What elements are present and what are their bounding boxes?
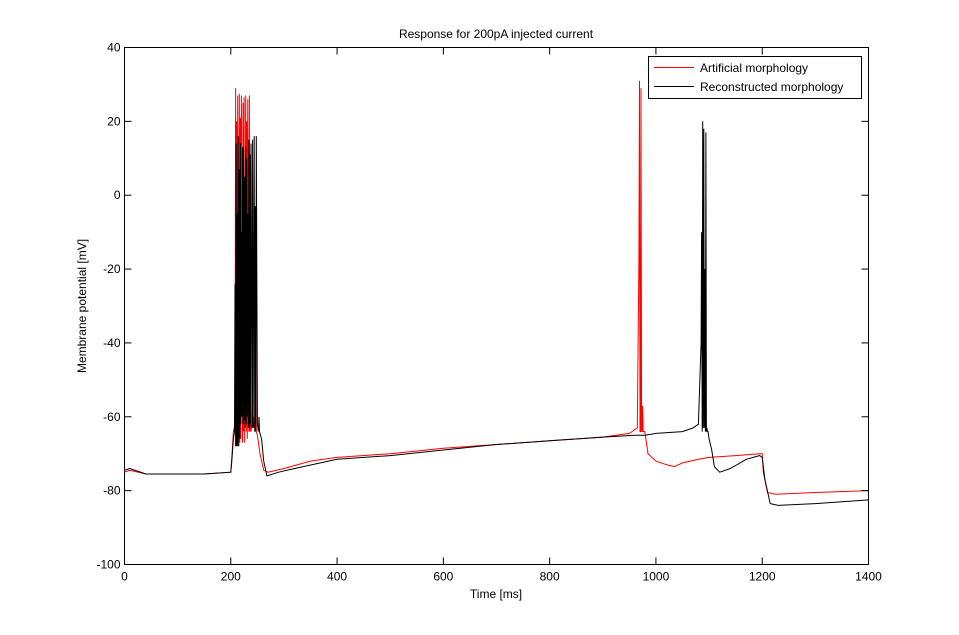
x-tick-label: 1000 [643,570,670,584]
legend-box [648,56,862,99]
x-tick-label: 800 [540,570,560,584]
x-tick-label: 400 [327,570,347,584]
x-tick-label: 1400 [855,570,882,584]
y-tick-label: -60 [103,410,121,424]
y-tick-label: 20 [107,114,121,128]
y-tick-label: 40 [107,41,121,55]
series-line-reconstructed [124,121,869,506]
chart-title: Response for 200pA injected current [399,27,594,41]
plot-frame [124,47,869,565]
legend-label-artificial: Artificial morphology [700,61,808,75]
y-tick-label: -40 [103,336,121,350]
y-tick-label: 0 [114,188,121,202]
x-tick-label: 0 [121,570,128,584]
y-tick-label: -20 [103,262,121,276]
x-tick-label: 200 [221,570,241,584]
y-tick-label: -80 [103,484,121,498]
x-tick-label: 600 [433,570,453,584]
y-axis-label: Membrane potential [mV] [75,239,89,373]
x-axis-label: Time [ms] [470,587,522,601]
ticks-layer: 0 200 400 600 800 1000 1200 1400-100-80-60-40-2… [96,41,882,584]
series-layer [124,80,869,506]
x-tick-label: 1200 [749,570,776,584]
legend: Artificial morphology Reconstructed morp… [648,56,862,99]
legend-label-reconstructed: Reconstructed morphology [700,80,843,94]
y-tick-label: -100 [96,558,120,572]
